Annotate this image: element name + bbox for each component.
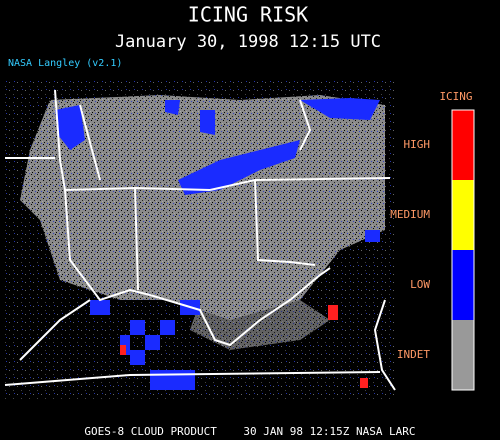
- legend-swatch: [452, 180, 474, 250]
- legend-label: LOW: [410, 278, 430, 291]
- state-boundaries: [4, 89, 396, 391]
- subtitle: January 30, 1998 12:15 UTC: [115, 32, 381, 52]
- legend-label: MEDIUM: [390, 208, 430, 221]
- title: ICING RISK: [188, 3, 308, 27]
- legend-label: HIGH: [404, 138, 431, 151]
- map: [4, 80, 396, 400]
- cloud-area: [190, 300, 330, 350]
- legend-swatch: [452, 250, 474, 320]
- version-label: NASA Langley (v2.1): [8, 58, 122, 69]
- legend-swatch: [452, 110, 474, 180]
- legend-swatch: [452, 320, 474, 390]
- high-risk-areas: [120, 305, 368, 388]
- legend-label: INDET: [397, 348, 430, 361]
- legend-title: ICING: [439, 90, 472, 103]
- legend-frame: [451, 109, 475, 391]
- footer: GOES-8 CLOUD PRODUCT 30 JAN 98 12:15Z NA…: [84, 425, 415, 438]
- legend: HIGH MEDIUM LOW INDET: [390, 109, 475, 391]
